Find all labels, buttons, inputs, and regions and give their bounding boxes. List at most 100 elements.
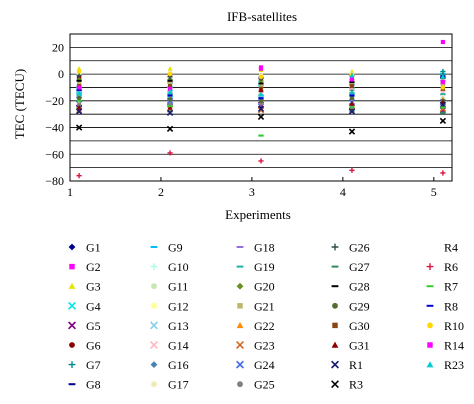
series-r7 (76, 99, 446, 137)
legend-item-g25: G25 (237, 378, 275, 392)
data-point (349, 100, 355, 106)
legend-item-r10: R10 (427, 319, 464, 333)
data-point (349, 84, 355, 89)
y-tick-label: 20 (52, 40, 64, 54)
legend-label: G1 (86, 241, 101, 255)
data-point (258, 82, 264, 87)
legend-item-g4: G4 (68, 299, 101, 313)
legend-label: G20 (254, 280, 275, 294)
legend-marker (150, 361, 158, 368)
legend-item-g19: G19 (236, 260, 275, 274)
legend-marker (68, 282, 76, 289)
legend-item-g8: G8 (68, 378, 101, 392)
series-g31 (76, 87, 446, 110)
data-point (75, 124, 83, 131)
legend-item-g7: G7 (68, 358, 101, 372)
legend-marker (237, 303, 243, 309)
legend-label: G24 (254, 358, 275, 372)
y-axis-ticks: 20 0 −20 −40 −60 −80 (45, 40, 64, 188)
legend-label: G7 (86, 358, 101, 372)
data-point (167, 97, 173, 102)
legend-item-g12: G12 (151, 299, 189, 313)
legend-label: G22 (254, 319, 275, 333)
legend-item-r7: R7 (426, 280, 458, 294)
legend-marker (236, 360, 244, 369)
legend-label: G11 (168, 280, 188, 294)
data-point (440, 170, 446, 176)
legend-item-r23: R23 (426, 358, 464, 372)
data-point (167, 88, 173, 94)
legend-item-r6: R6 (426, 260, 458, 274)
legend-item-r14: R14 (427, 339, 464, 353)
legend-marker (68, 361, 76, 368)
legend-item-r4: R4 (444, 241, 458, 255)
legend-marker (68, 243, 76, 251)
data-point (348, 108, 356, 115)
legend-item-g18: G18 (236, 241, 275, 255)
legend-marker (332, 322, 338, 329)
data-point (76, 72, 82, 79)
legend-item-g29: G29 (332, 299, 370, 313)
legend-item-g9: G9 (150, 241, 183, 255)
legend-marker (69, 263, 75, 270)
legend-label: G19 (254, 260, 275, 274)
y-tick-label: −80 (45, 174, 64, 188)
x-tick-label: 5 (431, 185, 437, 199)
data-point (75, 108, 83, 115)
data-point (76, 95, 82, 101)
legend-label: G14 (168, 339, 189, 353)
data-points (75, 39, 447, 179)
legend-marker (236, 341, 244, 349)
legend-item-g6: G6 (69, 339, 101, 353)
legend-label: G17 (168, 378, 189, 392)
legend-item-g17: G17 (150, 378, 189, 392)
legend-item-g20: G20 (236, 280, 275, 294)
x-tick-label: 4 (340, 185, 346, 199)
data-point (77, 85, 82, 90)
legend-marker (426, 361, 434, 368)
data-point (439, 117, 447, 125)
x-axis-label: Experiments (225, 207, 291, 222)
legend-item-g27: G27 (331, 260, 370, 274)
legend-marker (426, 263, 434, 270)
legend-item-g16: G16 (150, 358, 189, 372)
data-point (167, 80, 173, 85)
data-point (167, 71, 173, 77)
legend-item-r3: R3 (331, 378, 363, 392)
chart-title: IFB-satellites (227, 9, 297, 24)
data-point (258, 74, 264, 79)
legend-label: G25 (254, 378, 275, 392)
legend-marker (236, 322, 244, 329)
data-point (257, 107, 265, 114)
y-tick-label: −20 (45, 94, 64, 108)
legend-item-g10: G10 (150, 260, 189, 274)
series-r23 (76, 72, 446, 97)
legend-label: G10 (168, 260, 189, 274)
plot-frame (69, 33, 453, 182)
data-point (76, 90, 82, 95)
legend-label: R4 (444, 241, 458, 255)
series-r3 (75, 113, 447, 135)
legend-marker (151, 303, 157, 309)
legend-item-r1: R1 (331, 358, 363, 372)
data-point (76, 104, 82, 110)
legend-label: R8 (444, 299, 458, 313)
x-axis-ticks: 1 2 3 4 5 (67, 177, 437, 199)
legend-marker (331, 380, 339, 389)
x-tick-label: 1 (67, 185, 73, 199)
data-point (440, 80, 445, 85)
legend-label: G27 (349, 260, 370, 274)
legend-marker (427, 342, 433, 348)
y-axis-label: TEC (TECU) (12, 69, 27, 139)
legend-label: G9 (168, 241, 183, 255)
data-point (257, 105, 265, 113)
legend-label: G26 (349, 241, 370, 255)
data-point (257, 113, 265, 121)
legend-label: G30 (349, 319, 370, 333)
legend-label: G31 (349, 339, 370, 353)
data-point (349, 95, 355, 101)
legend-item-g21: G21 (237, 299, 275, 313)
data-point (349, 72, 355, 78)
legend-marker (150, 263, 158, 270)
